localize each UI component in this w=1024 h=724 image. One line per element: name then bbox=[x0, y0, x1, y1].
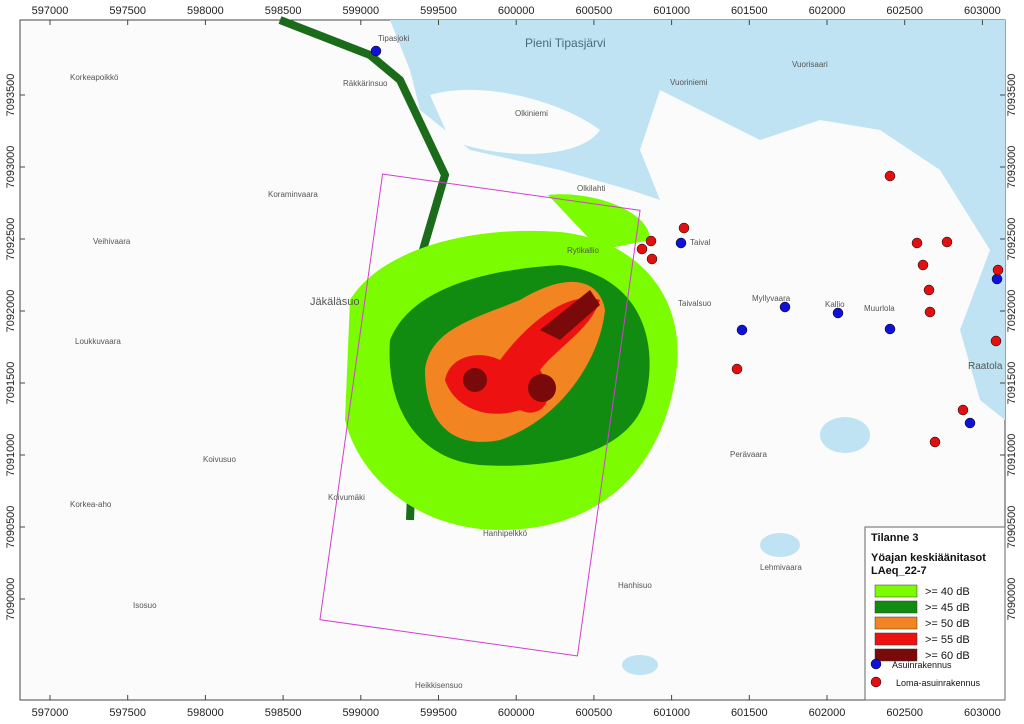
place-label: Pieni Tipasjärvi bbox=[525, 36, 606, 50]
place-labels: Pieni Tipasjärvi Korkeapoikkö Räkkärinsu… bbox=[70, 34, 1003, 690]
place-label: Jäkäläsuo bbox=[310, 296, 360, 308]
x-tick-label: 601000 bbox=[653, 707, 690, 719]
place-label: Räkkärinsuo bbox=[343, 79, 388, 88]
place-label: Isosuo bbox=[133, 601, 157, 610]
place-label: Koraminvaara bbox=[268, 190, 318, 199]
place-label: Kallio bbox=[825, 300, 845, 309]
buildings-holiday bbox=[636, 170, 1004, 448]
place-label: Lehmivaara bbox=[760, 563, 802, 572]
x-tick-label: 598500 bbox=[265, 5, 302, 17]
place-label: Olkiniemi bbox=[515, 109, 548, 118]
place-label: Korkea-aho bbox=[70, 500, 112, 509]
place-label: Taival bbox=[690, 238, 711, 247]
area-boundary bbox=[319, 173, 641, 657]
x-tick-label: 602000 bbox=[809, 707, 846, 719]
x-tick-label: 597000 bbox=[32, 707, 69, 719]
x-tick-label: 600500 bbox=[576, 5, 613, 17]
x-tick-label: 600500 bbox=[576, 707, 613, 719]
place-label: Heikkisensuo bbox=[415, 681, 463, 690]
x-tick-label: 601500 bbox=[731, 5, 768, 17]
y-tick-label: 7092500 bbox=[1006, 218, 1018, 261]
place-label: Vuorisaari bbox=[792, 60, 828, 69]
y-tick-label: 7090000 bbox=[1006, 578, 1018, 621]
legend-label: Asuinrakennus bbox=[892, 660, 952, 670]
y-tick-label: 7090500 bbox=[5, 506, 17, 549]
x-tick-label: 603000 bbox=[964, 5, 1001, 17]
place-label: Veihivaara bbox=[93, 237, 131, 246]
legend-box bbox=[864, 526, 1006, 701]
x-tick-label: 597000 bbox=[32, 5, 69, 17]
legend-symbol bbox=[870, 658, 882, 670]
place-label: Muurlola bbox=[864, 304, 895, 313]
place-label: Rytikallio bbox=[567, 246, 600, 255]
x-tick-label: 599500 bbox=[420, 5, 457, 17]
x-tick-label: 601000 bbox=[653, 5, 690, 17]
x-tick-label: 601500 bbox=[731, 707, 768, 719]
y-tick-label: 7091500 bbox=[5, 362, 17, 405]
y-tick-label: 7093500 bbox=[5, 74, 17, 117]
y-tick-label: 7093500 bbox=[1006, 74, 1018, 117]
legend-symbol bbox=[870, 676, 882, 688]
legend-swatch bbox=[874, 600, 918, 614]
x-tick-label: 599000 bbox=[342, 707, 379, 719]
x-tick-label: 597500 bbox=[109, 707, 146, 719]
place-label: Vuoriniemi bbox=[670, 78, 708, 87]
place-label: Perävaara bbox=[730, 450, 767, 459]
legend-label: >= 40 dB bbox=[925, 586, 970, 598]
legend-label: Loma-asuinrakennus bbox=[896, 678, 981, 688]
y-tick-label: 7091000 bbox=[1006, 434, 1018, 477]
x-tick-label: 600000 bbox=[498, 5, 535, 17]
place-label: Koivusuo bbox=[203, 455, 236, 464]
legend-swatch bbox=[874, 632, 918, 646]
legend-swatch bbox=[874, 648, 918, 662]
y-tick-label: 7092000 bbox=[1006, 290, 1018, 333]
place-label: Tipasjoki bbox=[378, 34, 409, 43]
y-tick-label: 7090000 bbox=[5, 578, 17, 621]
y-tick-label: 7090500 bbox=[1006, 506, 1018, 549]
place-label: Myllyvaara bbox=[752, 294, 791, 303]
legend-title: Tilanne 3 bbox=[871, 532, 918, 544]
x-tick-label: 602500 bbox=[886, 5, 923, 17]
legend: Tilanne 3 Yöajan keskiäänitasot LAeq_22-… bbox=[864, 526, 1006, 701]
x-tick-label: 597500 bbox=[109, 5, 146, 17]
x-tick-label: 599000 bbox=[342, 5, 379, 17]
place-label: Taivalsuo bbox=[678, 299, 712, 308]
legend-label: >= 55 dB bbox=[925, 634, 970, 646]
place-label: Olkilahti bbox=[577, 184, 606, 193]
place-label: Raatola bbox=[968, 361, 1003, 372]
legend-label: >= 50 dB bbox=[925, 618, 970, 630]
place-label: Koivumäki bbox=[328, 493, 365, 502]
place-label: Loukkuvaara bbox=[75, 337, 121, 346]
x-tick-label: 602000 bbox=[809, 5, 846, 17]
legend-swatch bbox=[874, 584, 918, 598]
x-tick-label: 600000 bbox=[498, 707, 535, 719]
legend-label: >= 60 dB bbox=[925, 650, 970, 662]
x-tick-label: 602500 bbox=[886, 707, 923, 719]
place-label: Hanhisuo bbox=[618, 581, 652, 590]
x-tick-label: 603000 bbox=[964, 707, 1001, 719]
noise-zones bbox=[345, 194, 678, 531]
y-tick-label: 7091500 bbox=[1006, 362, 1018, 405]
legend-metric: LAeq_22-7 bbox=[871, 565, 927, 577]
y-tick-label: 7091000 bbox=[5, 434, 17, 477]
y-tick-label: 7093000 bbox=[1006, 146, 1018, 189]
legend-subtitle: Yöajan keskiäänitasot bbox=[871, 552, 986, 564]
legend-label: >= 45 dB bbox=[925, 602, 970, 614]
legend-swatch bbox=[874, 616, 918, 630]
buildings-residential bbox=[370, 45, 1003, 429]
x-tick-label: 598000 bbox=[187, 707, 224, 719]
y-tick-label: 7092000 bbox=[5, 290, 17, 333]
y-tick-label: 7093000 bbox=[5, 146, 17, 189]
y-tick-label: 7092500 bbox=[5, 218, 17, 261]
place-label: Hanhipelkkö bbox=[483, 529, 528, 538]
x-tick-label: 598500 bbox=[265, 707, 302, 719]
coordinate-ticks: 597000 597000 597500 597500 598000 598000 5985… bbox=[5, 5, 1018, 719]
water bbox=[390, 20, 1005, 675]
x-tick-label: 599500 bbox=[420, 707, 457, 719]
x-tick-label: 598000 bbox=[187, 5, 224, 17]
place-label: Korkeapoikkö bbox=[70, 73, 119, 82]
